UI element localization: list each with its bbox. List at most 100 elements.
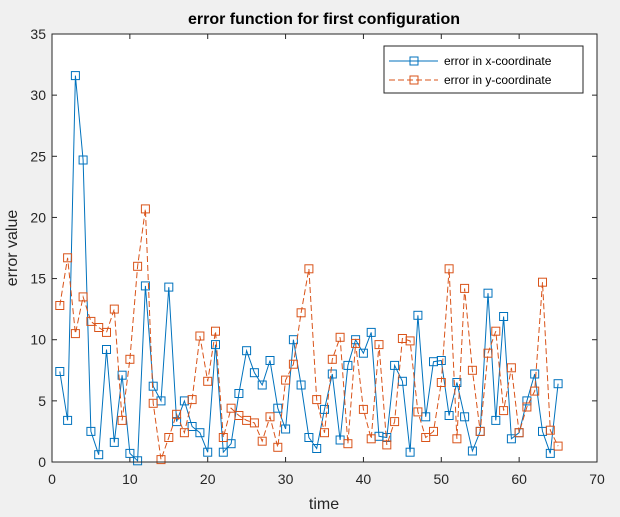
- chart-title: error function for first configuration: [188, 11, 460, 28]
- x-tick-label: 0: [48, 471, 56, 487]
- x-tick-label: 50: [433, 471, 449, 487]
- legend-label-y-coordinate: error in y-coordinate: [444, 73, 552, 87]
- data-point: [63, 253, 73, 263]
- legend-box: [383, 45, 584, 94]
- series-layer: [55, 71, 563, 466]
- data-point: [452, 434, 462, 444]
- data-point: [538, 277, 547, 287]
- data-point: [156, 455, 166, 465]
- data-point: [55, 301, 65, 310]
- data-point: [436, 356, 446, 365]
- data-point: [70, 71, 80, 81]
- data-point: [249, 368, 259, 378]
- data-point: [530, 386, 540, 396]
- data-point: [499, 406, 509, 416]
- data-point: [125, 354, 135, 364]
- data-point: [55, 367, 65, 376]
- data-point: [172, 409, 182, 419]
- series-x-coordinate: [55, 71, 563, 466]
- data-point: [444, 411, 454, 420]
- data-point: [234, 411, 244, 420]
- data-point: [374, 340, 384, 350]
- legend: error in x-coordinate error in y-coordin…: [383, 45, 584, 94]
- data-point: [242, 346, 252, 356]
- series-y-coordinate: [55, 204, 563, 465]
- data-point: [320, 428, 329, 438]
- y-tick-label: 20: [30, 209, 46, 225]
- data-point: [273, 403, 283, 413]
- data-point: [397, 376, 407, 386]
- data-point: [187, 395, 197, 405]
- data-point: [288, 335, 298, 345]
- data-point: [63, 415, 73, 425]
- y-tick-label: 5: [38, 393, 46, 409]
- data-point: [288, 359, 298, 369]
- data-point: [522, 396, 532, 406]
- data-point: [545, 425, 555, 435]
- data-point: [265, 412, 275, 422]
- data-point: [320, 404, 329, 414]
- data-point: [405, 336, 415, 346]
- data-point: [491, 415, 501, 425]
- data-point: [358, 404, 368, 414]
- data-point: [335, 332, 345, 342]
- data-point: [343, 360, 353, 370]
- data-point: [413, 407, 423, 417]
- data-point: [78, 155, 88, 165]
- data-point: [249, 418, 259, 428]
- data-point: [218, 433, 228, 442]
- x-axis-label: time: [309, 496, 339, 513]
- data-point: [522, 402, 532, 412]
- data-point: [226, 403, 236, 413]
- data-point: [148, 381, 158, 391]
- data-point: [358, 348, 368, 358]
- data-point: [304, 264, 314, 274]
- data-point: [312, 444, 322, 453]
- data-point: [117, 370, 127, 380]
- data-point: [514, 428, 524, 438]
- data-point: [140, 281, 150, 291]
- data-point: [405, 447, 415, 457]
- x-tick-label: 40: [356, 471, 372, 487]
- data-point: [211, 340, 220, 350]
- data-point: [94, 323, 104, 332]
- data-point: [390, 417, 400, 427]
- data-point: [413, 310, 423, 320]
- legend-label-x-coordinate: error in x-coordinate: [444, 54, 552, 68]
- y-axis-ticks: 0 5 10 15 20 25 30 35: [30, 26, 597, 470]
- y-tick-label: 30: [30, 87, 46, 103]
- data-point: [140, 204, 150, 214]
- data-point: [164, 282, 174, 292]
- data-point: [296, 308, 306, 318]
- legend-marker-y-coordinate: [409, 75, 419, 85]
- data-point: [421, 433, 431, 442]
- data-point: [234, 389, 244, 398]
- data-point: [343, 439, 353, 449]
- x-tick-label: 20: [200, 471, 216, 487]
- data-point: [211, 326, 220, 336]
- x-tick-label: 10: [122, 471, 138, 487]
- data-point: [530, 369, 540, 379]
- data-point: [102, 327, 111, 337]
- data-point: [452, 378, 462, 387]
- data-point: [366, 327, 376, 337]
- data-point: [257, 380, 267, 390]
- data-point: [553, 441, 563, 451]
- x-tick-label: 60: [511, 471, 527, 487]
- data-point: [179, 428, 189, 438]
- data-point: [460, 412, 470, 422]
- data-point: [421, 412, 431, 422]
- data-point: [125, 448, 135, 458]
- y-tick-label: 25: [30, 148, 46, 164]
- data-point: [382, 440, 392, 450]
- data-point: [94, 450, 104, 460]
- x-tick-label: 70: [589, 471, 605, 487]
- data-point: [172, 417, 182, 427]
- data-point: [506, 434, 516, 444]
- data-point: [133, 456, 143, 466]
- data-point: [390, 360, 400, 370]
- data-point: [312, 395, 322, 405]
- x-axis-ticks: 0 10 20 30 40 50 60 70: [48, 34, 605, 487]
- data-point: [506, 363, 516, 373]
